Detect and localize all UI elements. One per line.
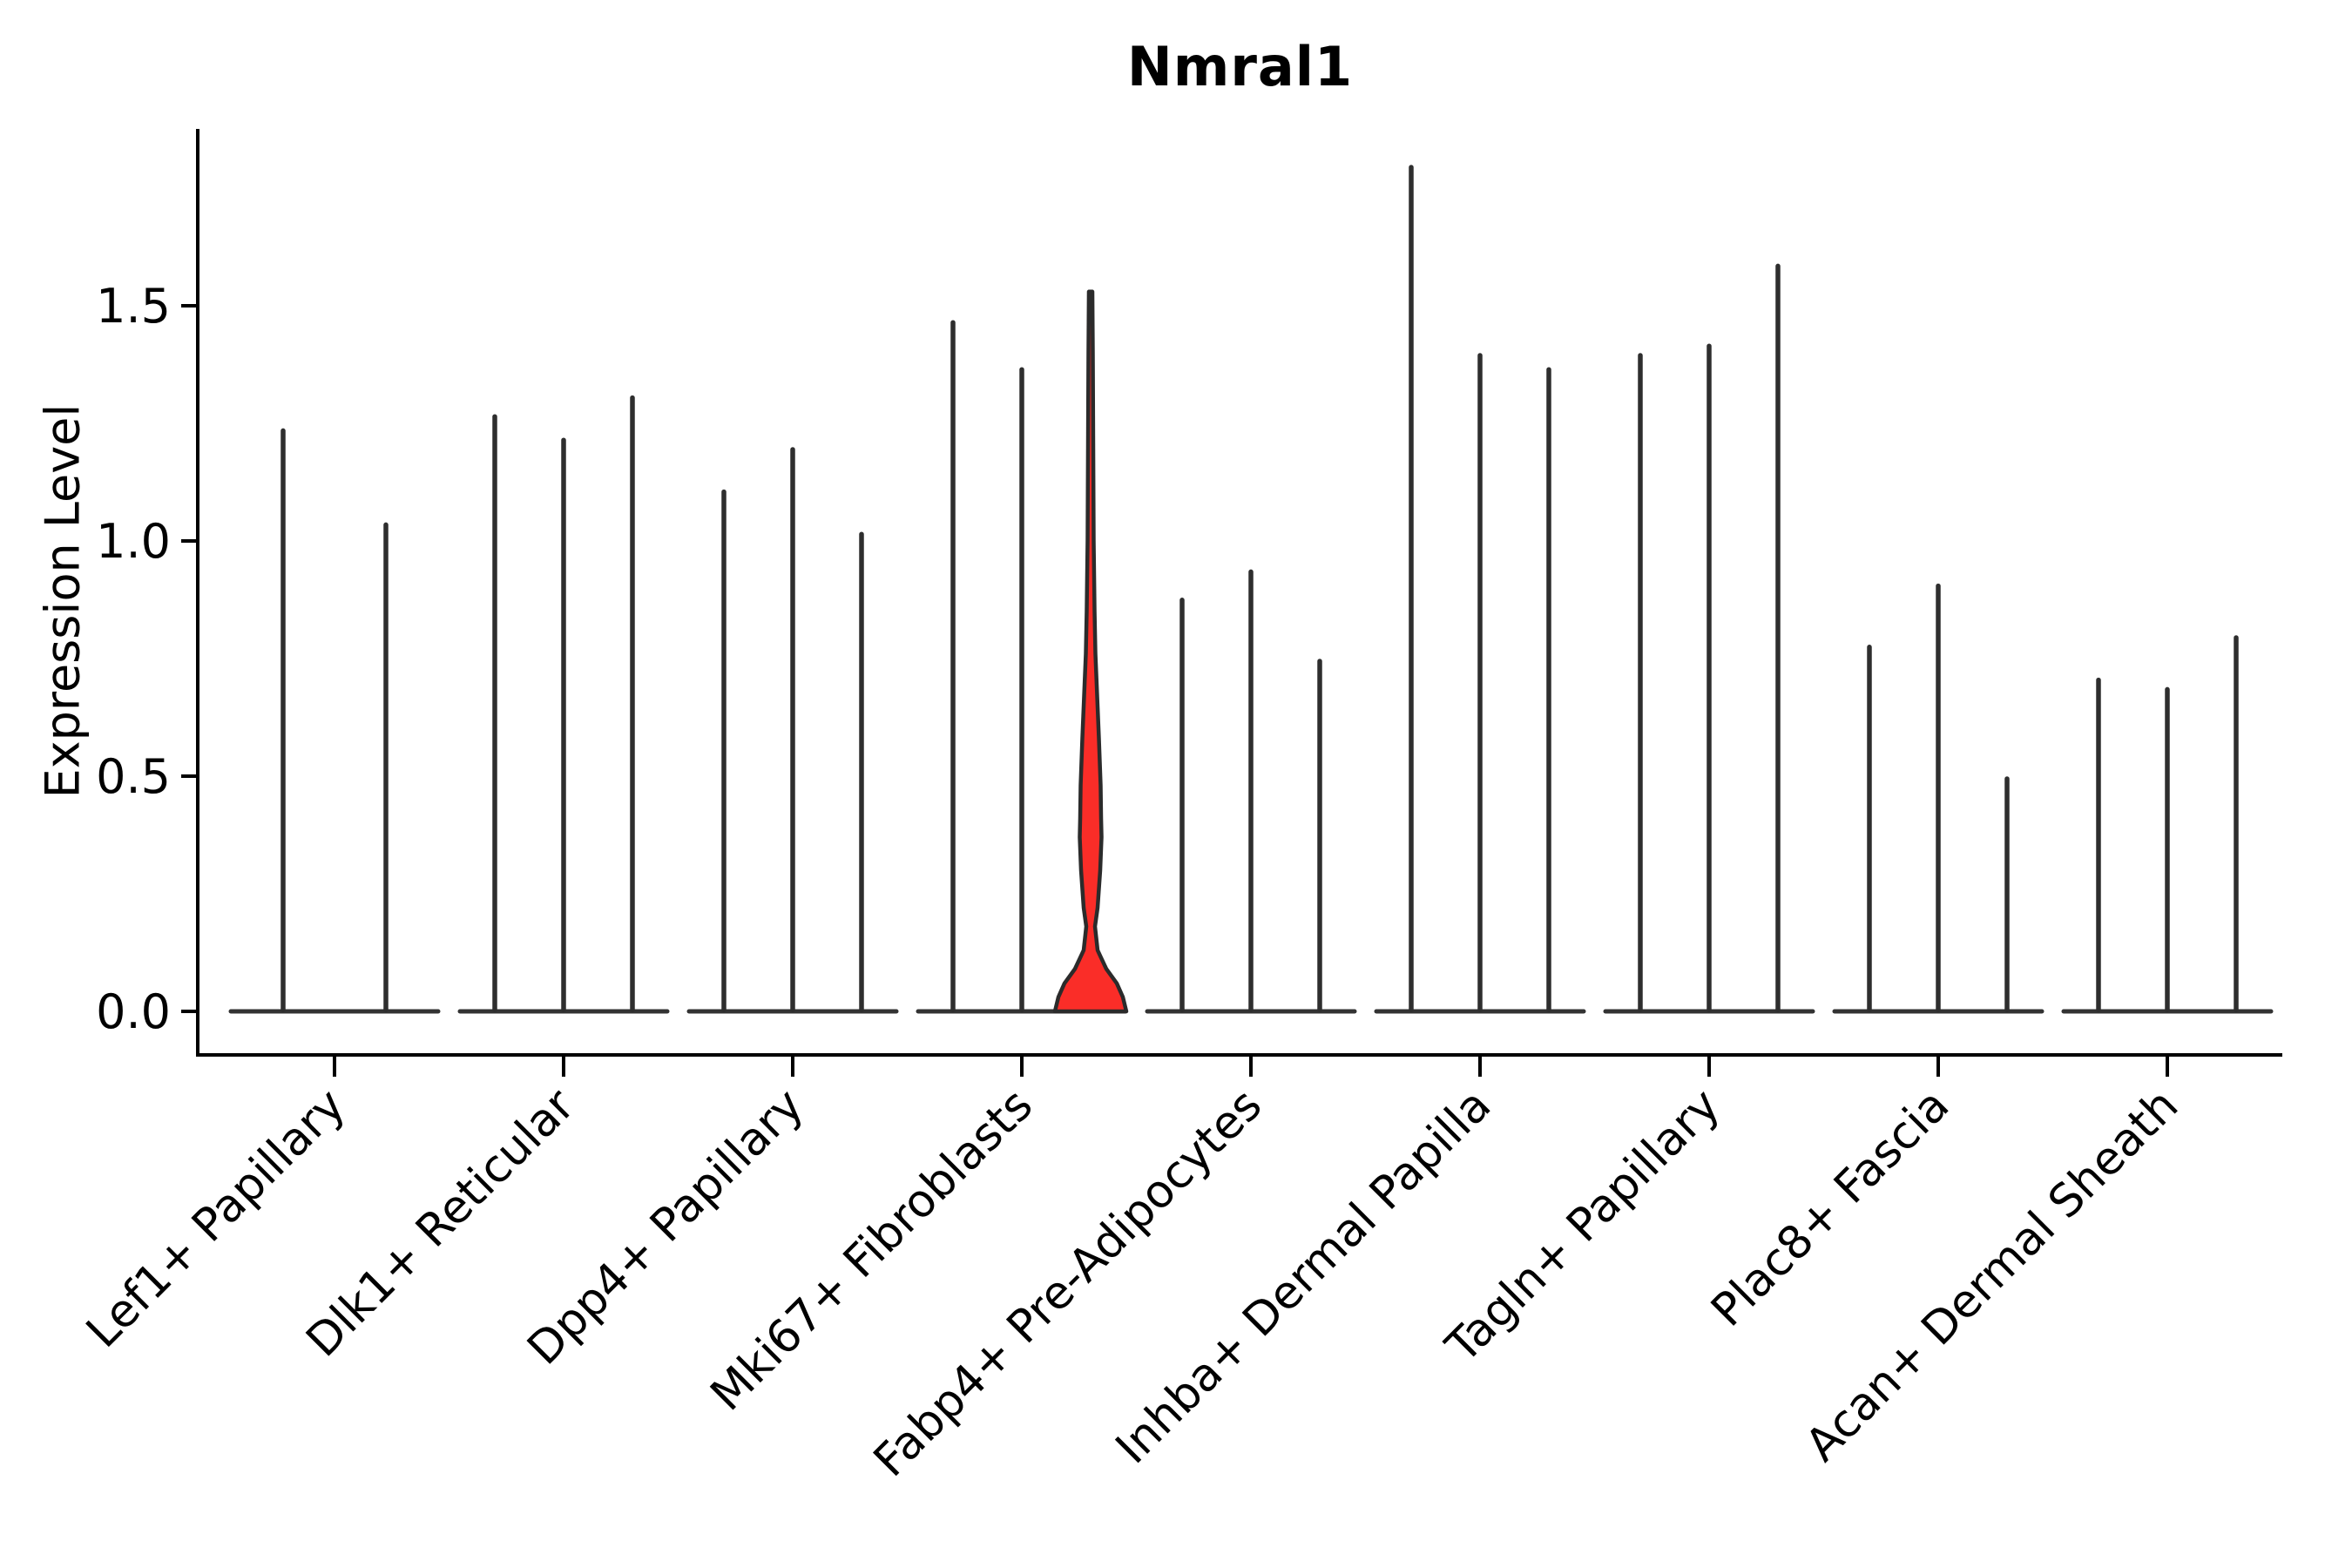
highlighted-violin: [1052, 289, 1129, 1014]
y-tick-label: 0.5: [96, 749, 171, 804]
x-tick-label: Acan+ Dermal Sheath: [1796, 1079, 2189, 1472]
x-tick-label: Plac8+ Fascia: [1701, 1079, 1959, 1337]
chart-title: Nmral1: [1126, 35, 1354, 98]
x-tick-label: Inhba+ Dermal Papilla: [1106, 1079, 1501, 1474]
y-tick-label: 1.0: [96, 514, 171, 569]
y-tick-label: 1.5: [96, 279, 171, 334]
y-tick-label: 0.0: [96, 984, 171, 1039]
x-tick-label: Fabp4+ Pre-Adipocytes: [864, 1079, 1272, 1487]
